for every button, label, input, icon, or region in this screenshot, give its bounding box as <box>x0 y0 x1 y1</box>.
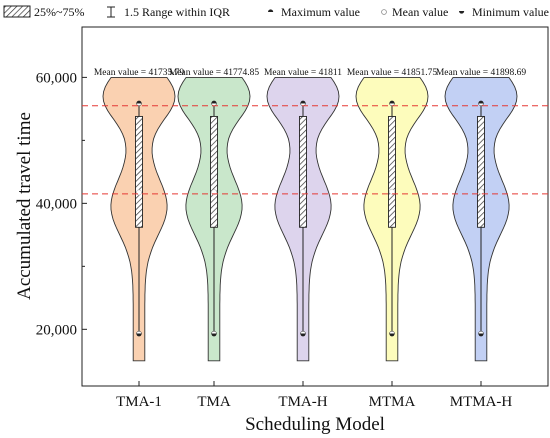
min-marker-upper <box>136 330 142 334</box>
iqr-box <box>210 115 218 228</box>
mean-marker <box>300 189 306 195</box>
x-tick-label: TMA <box>197 394 231 410</box>
x-tick-label: TMA-1 <box>116 394 162 410</box>
plot-frame <box>81 26 549 387</box>
min-marker <box>478 333 484 337</box>
min-marker-upper <box>300 330 306 334</box>
mean-marker <box>478 188 484 195</box>
min-marker-upper <box>389 330 395 334</box>
max-marker <box>389 100 395 104</box>
y-tick-label: 20,000 <box>36 322 77 338</box>
iqr-box <box>135 115 143 228</box>
min-marker <box>389 333 395 337</box>
legend-label-max: Maximum value <box>281 5 360 19</box>
x-axis: TMA-1 TMA TMA-H MTMA MTMA-H <box>116 381 512 410</box>
max-marker-icon <box>268 9 274 12</box>
min-marker <box>136 333 142 337</box>
max-marker-lower <box>136 102 142 106</box>
hatched-box-icon <box>3 5 31 18</box>
legend-label-min: Minimum value <box>472 5 549 19</box>
max-marker <box>478 100 484 104</box>
iqr-box <box>299 115 307 228</box>
legend-label-iqr: 25%~75% <box>34 5 84 19</box>
min-marker <box>300 333 306 337</box>
max-marker <box>300 100 306 104</box>
min-marker-upper <box>211 330 217 334</box>
mean-value-label: Mean value = 41898.69 <box>436 68 527 78</box>
x-tick-label: MTMA-H <box>450 394 513 410</box>
legend: 25%~75% 1.5 Range within IQR Maximum val… <box>3 5 549 19</box>
mean-value-label: Mean value = 41811 <box>264 68 342 78</box>
violins <box>102 76 518 362</box>
max-marker <box>211 100 217 104</box>
x-axis-title: Scheduling Model <box>245 414 385 435</box>
max-marker <box>136 100 142 104</box>
reference-lines <box>82 105 548 195</box>
mean-value-label: Mean value = 41774.85 <box>169 68 260 78</box>
y-axis: 20,000 40,000 60,000 <box>36 70 87 338</box>
legend-label-range: 1.5 Range within IQR <box>124 5 230 19</box>
min-marker <box>211 333 217 337</box>
x-tick-label: MTMA <box>369 394 416 410</box>
whisker-icon <box>107 6 115 18</box>
min-marker-icon <box>459 11 465 14</box>
mean-value-label: Mean value = 41851.75 <box>347 68 438 78</box>
mean-value-label: Mean value = 41735.79 <box>94 68 185 78</box>
max-marker-lower <box>478 102 484 106</box>
y-axis-title: Accumulated travel time <box>14 112 35 300</box>
y-tick-label: 40,000 <box>36 196 77 212</box>
x-tick-label: TMA-H <box>278 394 327 410</box>
iqr-box <box>388 115 396 228</box>
legend-label-mean: Mean value <box>392 5 448 19</box>
mean-marker-icon <box>381 9 387 15</box>
y-tick-label: 60,000 <box>36 70 77 86</box>
min-marker-upper <box>478 330 484 334</box>
iqr-box <box>477 115 485 228</box>
